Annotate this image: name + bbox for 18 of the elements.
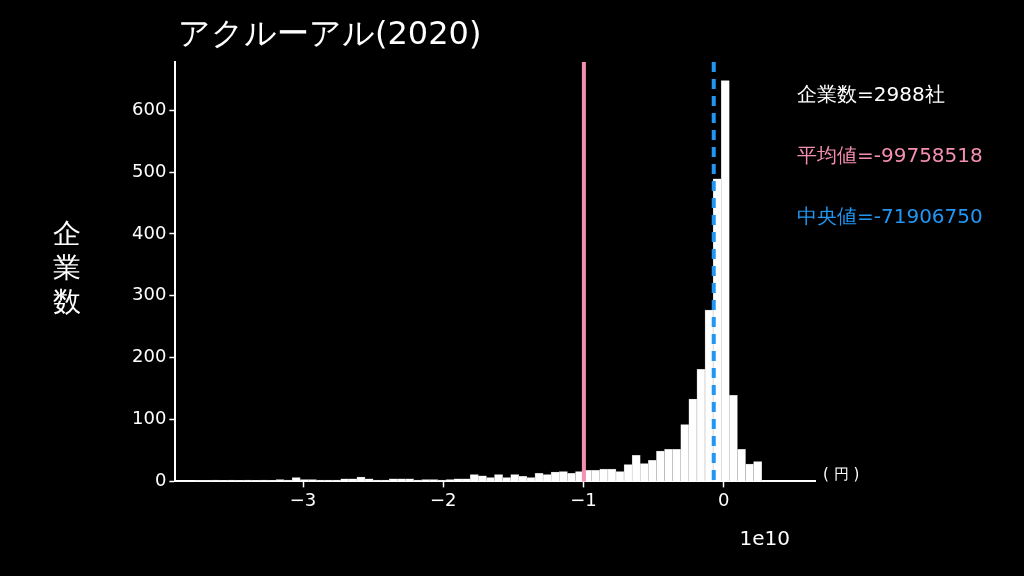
x-tick-label: −2	[430, 488, 457, 510]
y-tick-label: 500	[132, 159, 167, 181]
y-tick-label: 400	[132, 221, 167, 243]
x-axis-title: ( 円 )	[823, 465, 860, 484]
annotation: 平均値=-99758518	[797, 143, 983, 168]
annotation: 中央値=-71906750	[797, 204, 983, 229]
y-tick-label: 0	[154, 469, 167, 491]
x-tick-label: −1	[570, 488, 597, 510]
x-tick-label: −3	[289, 488, 317, 510]
y-tick-label: 100	[132, 407, 167, 429]
text: 1e10	[739, 526, 790, 551]
x-tick-label: 0	[718, 488, 730, 510]
y-axis-title: 企業数	[53, 217, 81, 319]
chart-title: アクルーアル(2020)	[178, 14, 482, 52]
y-tick-label: 600	[132, 97, 167, 119]
annotation: 企業数=2988社	[797, 82, 945, 107]
y-tick-label: 200	[132, 345, 167, 367]
y-tick-label: 300	[132, 283, 167, 305]
